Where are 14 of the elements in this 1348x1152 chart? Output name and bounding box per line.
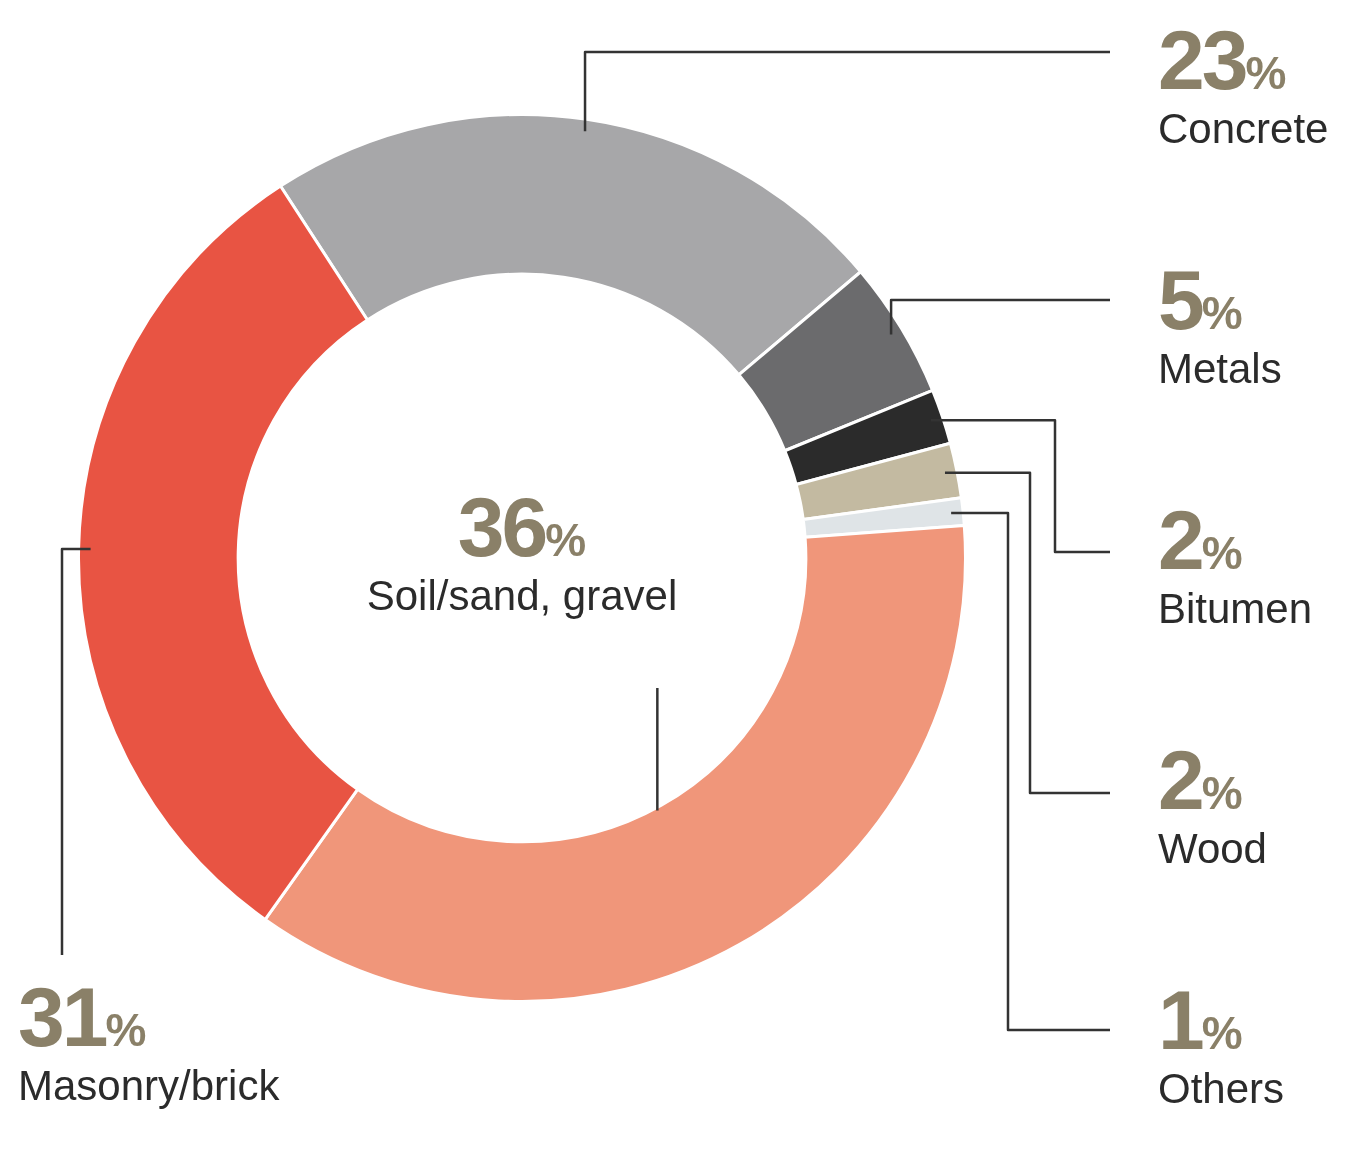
slice-label: Metals	[1158, 345, 1282, 392]
slice-label: Masonry/brick	[18, 1062, 280, 1109]
data-label: 1%	[1158, 973, 1244, 1067]
slice-label: Wood	[1158, 825, 1267, 872]
data-label: 36%	[456, 480, 588, 574]
data-label: 23%	[1158, 13, 1288, 107]
slice-label: Soil/sand, gravel	[365, 572, 679, 619]
data-label: 5%	[1158, 253, 1244, 347]
slice-label: Others	[1158, 1065, 1285, 1112]
data-label: 2%	[1158, 493, 1244, 587]
slice-label: Bitumen	[1158, 585, 1313, 632]
slice-label: Concrete	[1158, 105, 1329, 152]
data-label: 2%	[1158, 733, 1244, 827]
data-label: 31%	[18, 970, 148, 1064]
